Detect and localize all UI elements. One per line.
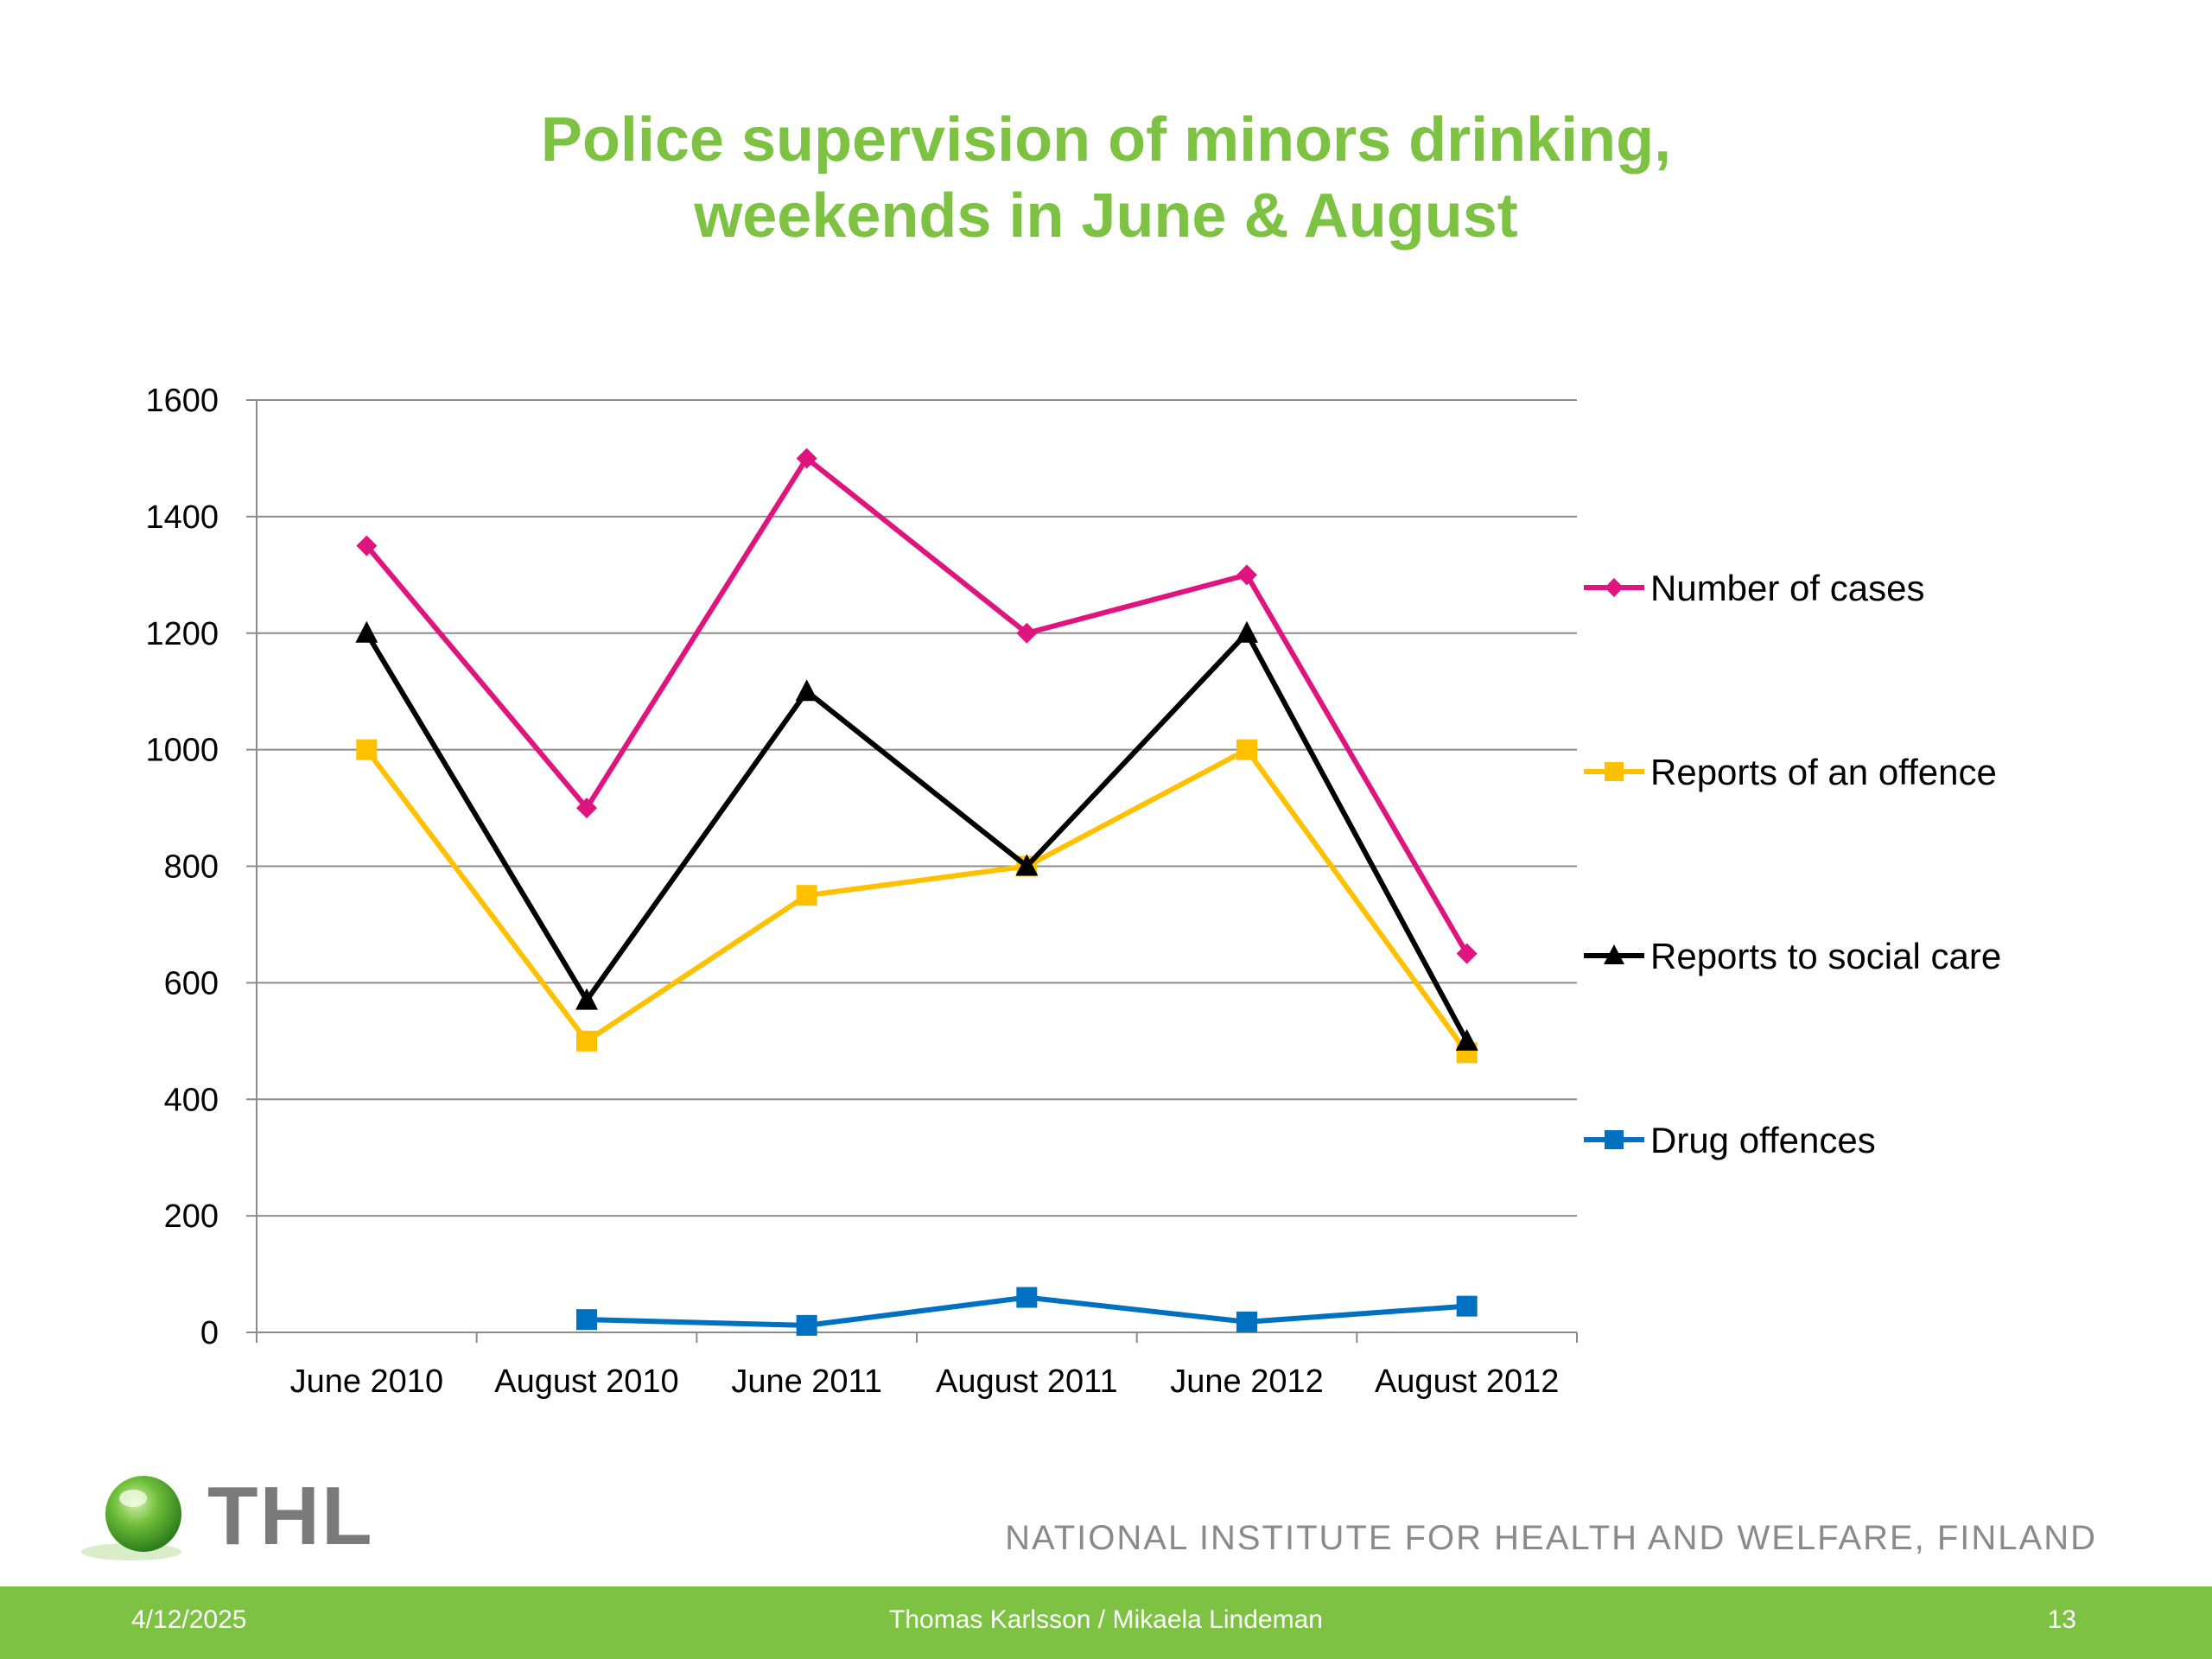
series-line xyxy=(365,454,1470,956)
y-axis-ticks: 0 200 400 600 800 1000 1200 1400 1600 xyxy=(145,383,257,1351)
legend: Number of cases Reports of an offence Repo… xyxy=(1584,568,2001,1160)
footer-authors: Thomas Karlsson / Mikaela Lindeman xyxy=(889,1605,1323,1634)
institute-name: NATIONAL INSTITUTE FOR HEALTH AND WELFAR… xyxy=(1005,1519,2097,1557)
thl-logo: THL xyxy=(76,1469,387,1564)
data-point-diamond xyxy=(796,448,817,469)
legend-item: Number of cases xyxy=(1584,568,1924,608)
y-tick-label: 1200 xyxy=(145,616,219,652)
data-point-triangle xyxy=(795,679,818,702)
line-chart: 0 200 400 600 800 1000 1200 1400 1600 June 2010 A… xyxy=(145,383,2001,1400)
title-line-2: weekends in June & August xyxy=(694,181,1518,251)
data-point-triangle xyxy=(575,988,598,1010)
chart-title: Police supervision of minors drinking, w… xyxy=(0,102,2212,254)
data-point-triangle xyxy=(1015,854,1039,876)
legend-label: Reports to social care xyxy=(1650,936,2001,976)
x-tick-label: June 2012 xyxy=(1170,1363,1324,1400)
legend-label: Number of cases xyxy=(1650,568,1924,608)
y-tick-label: 1400 xyxy=(145,499,219,536)
data-point-square xyxy=(576,1309,597,1331)
y-tick-label: 1000 xyxy=(145,733,219,769)
footer-bar: 4/12/2025 Thomas Karlsson / Mikaela Lind… xyxy=(0,1586,2212,1659)
data-point-diamond xyxy=(1236,564,1257,586)
data-point-square xyxy=(1605,1130,1624,1149)
y-tick-label: 1600 xyxy=(145,383,219,419)
data-point-diamond xyxy=(356,535,378,556)
legend-item: Reports to social care xyxy=(1584,936,2001,976)
gridlines xyxy=(257,399,1577,1217)
data-point-diamond xyxy=(576,798,597,819)
data-point-diamond xyxy=(1605,578,1624,597)
series-drug-offences xyxy=(576,1287,1478,1336)
x-axis-ticks: June 2010 August 2010 June 2011 August 2011… xyxy=(256,1332,1578,1400)
data-point-diamond xyxy=(1456,943,1478,964)
series-reports-to-social-care xyxy=(355,620,1478,1051)
series-line xyxy=(364,628,1470,1043)
data-point-square xyxy=(796,1314,817,1336)
legend-item: Reports of an offence xyxy=(1584,752,1997,792)
series-group xyxy=(355,448,1478,1336)
x-tick-label: August 2012 xyxy=(1375,1363,1559,1400)
data-point-square xyxy=(796,885,817,906)
data-point-square xyxy=(1456,1295,1478,1317)
logo-text: THL xyxy=(207,1470,374,1562)
data-point-square xyxy=(1605,762,1624,781)
globe-icon xyxy=(81,1476,181,1560)
footer-page-number: 13 xyxy=(2047,1605,2076,1634)
data-point-square xyxy=(356,739,378,760)
y-tick-label: 200 xyxy=(164,1198,219,1235)
title-line-1: Police supervision of minors drinking, xyxy=(540,105,1672,175)
data-point-square xyxy=(1236,739,1257,760)
data-point-triangle xyxy=(1236,620,1258,643)
x-tick-label: June 2011 xyxy=(731,1363,882,1400)
data-point-triangle xyxy=(355,620,378,643)
y-tick-label: 800 xyxy=(164,849,219,886)
y-tick-label: 400 xyxy=(164,1082,219,1118)
data-point-square xyxy=(576,1030,597,1052)
x-tick-label: August 2010 xyxy=(494,1363,678,1400)
data-point-triangle xyxy=(1604,944,1624,964)
series-number-of-cases xyxy=(356,448,1478,964)
data-point-square xyxy=(1016,1287,1038,1308)
data-point-triangle xyxy=(1455,1028,1478,1051)
y-tick-label: 600 xyxy=(164,965,219,1001)
y-tick-label: 0 xyxy=(200,1315,219,1351)
data-point-diamond xyxy=(1016,622,1038,644)
legend-label: Reports of an offence xyxy=(1650,752,1997,792)
x-tick-label: August 2011 xyxy=(936,1363,1118,1400)
footer-date: 4/12/2025 xyxy=(131,1605,247,1634)
legend-item: Drug offences xyxy=(1584,1120,1876,1160)
legend-label: Drug offences xyxy=(1650,1120,1876,1160)
data-point-square xyxy=(1236,1311,1257,1332)
series-line xyxy=(364,746,1470,1055)
x-tick-label: June 2010 xyxy=(290,1363,444,1400)
